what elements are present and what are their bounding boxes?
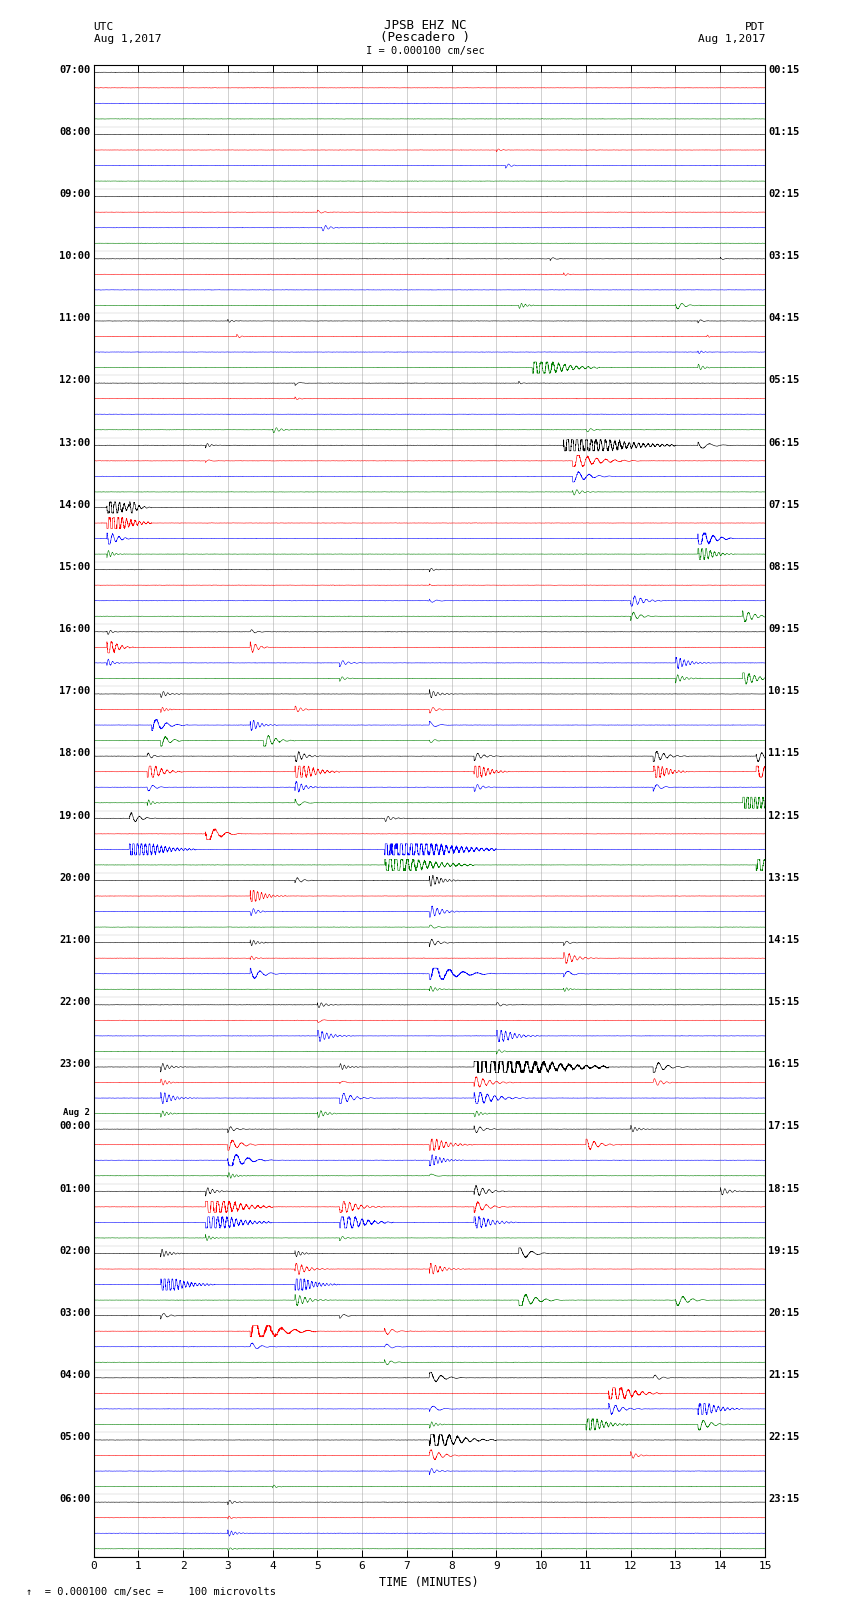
Text: 02:00: 02:00 bbox=[59, 1245, 90, 1255]
Text: 01:00: 01:00 bbox=[59, 1184, 90, 1194]
X-axis label: TIME (MINUTES): TIME (MINUTES) bbox=[379, 1576, 479, 1589]
Text: 09:00: 09:00 bbox=[59, 189, 90, 198]
Text: 08:15: 08:15 bbox=[768, 561, 800, 573]
Text: 11:00: 11:00 bbox=[59, 313, 90, 323]
Text: I = 0.000100 cm/sec: I = 0.000100 cm/sec bbox=[366, 47, 484, 56]
Text: 09:15: 09:15 bbox=[768, 624, 800, 634]
Text: 00:15: 00:15 bbox=[768, 65, 800, 74]
Text: UTC: UTC bbox=[94, 23, 114, 32]
Text: Aug 1,2017: Aug 1,2017 bbox=[94, 34, 161, 44]
Text: 04:15: 04:15 bbox=[768, 313, 800, 323]
Text: 17:00: 17:00 bbox=[59, 686, 90, 697]
Text: 22:15: 22:15 bbox=[768, 1432, 800, 1442]
Text: 21:00: 21:00 bbox=[59, 936, 90, 945]
Text: 12:15: 12:15 bbox=[768, 810, 800, 821]
Text: 17:15: 17:15 bbox=[768, 1121, 800, 1131]
Text: 19:15: 19:15 bbox=[768, 1245, 800, 1255]
Text: 14:15: 14:15 bbox=[768, 936, 800, 945]
Text: 16:00: 16:00 bbox=[59, 624, 90, 634]
Text: 11:15: 11:15 bbox=[768, 748, 800, 758]
Text: 05:00: 05:00 bbox=[59, 1432, 90, 1442]
Text: 10:15: 10:15 bbox=[768, 686, 800, 697]
Text: 13:15: 13:15 bbox=[768, 873, 800, 882]
Text: 03:15: 03:15 bbox=[768, 252, 800, 261]
Text: 23:00: 23:00 bbox=[59, 1060, 90, 1069]
Text: 18:15: 18:15 bbox=[768, 1184, 800, 1194]
Text: 01:15: 01:15 bbox=[768, 127, 800, 137]
Text: 08:00: 08:00 bbox=[59, 127, 90, 137]
Text: 03:00: 03:00 bbox=[59, 1308, 90, 1318]
Text: 18:00: 18:00 bbox=[59, 748, 90, 758]
Text: 02:15: 02:15 bbox=[768, 189, 800, 198]
Text: Aug 1,2017: Aug 1,2017 bbox=[698, 34, 765, 44]
Text: Aug 2: Aug 2 bbox=[63, 1108, 90, 1116]
Text: 00:00: 00:00 bbox=[59, 1121, 90, 1131]
Text: 05:15: 05:15 bbox=[768, 376, 800, 386]
Text: 10:00: 10:00 bbox=[59, 252, 90, 261]
Text: 20:00: 20:00 bbox=[59, 873, 90, 882]
Text: 04:00: 04:00 bbox=[59, 1369, 90, 1381]
Text: PDT: PDT bbox=[745, 23, 765, 32]
Text: 07:00: 07:00 bbox=[59, 65, 90, 74]
Text: 16:15: 16:15 bbox=[768, 1060, 800, 1069]
Text: 06:15: 06:15 bbox=[768, 437, 800, 447]
Text: 14:00: 14:00 bbox=[59, 500, 90, 510]
Text: 06:00: 06:00 bbox=[59, 1494, 90, 1505]
Text: 19:00: 19:00 bbox=[59, 810, 90, 821]
Text: (Pescadero ): (Pescadero ) bbox=[380, 31, 470, 44]
Text: 15:15: 15:15 bbox=[768, 997, 800, 1007]
Text: 21:15: 21:15 bbox=[768, 1369, 800, 1381]
Text: 22:00: 22:00 bbox=[59, 997, 90, 1007]
Text: 15:00: 15:00 bbox=[59, 561, 90, 573]
Text: JPSB EHZ NC: JPSB EHZ NC bbox=[383, 19, 467, 32]
Text: 12:00: 12:00 bbox=[59, 376, 90, 386]
Text: ↑  = 0.000100 cm/sec =    100 microvolts: ↑ = 0.000100 cm/sec = 100 microvolts bbox=[26, 1587, 275, 1597]
Text: 07:15: 07:15 bbox=[768, 500, 800, 510]
Text: 20:15: 20:15 bbox=[768, 1308, 800, 1318]
Text: 23:15: 23:15 bbox=[768, 1494, 800, 1505]
Text: 13:00: 13:00 bbox=[59, 437, 90, 447]
